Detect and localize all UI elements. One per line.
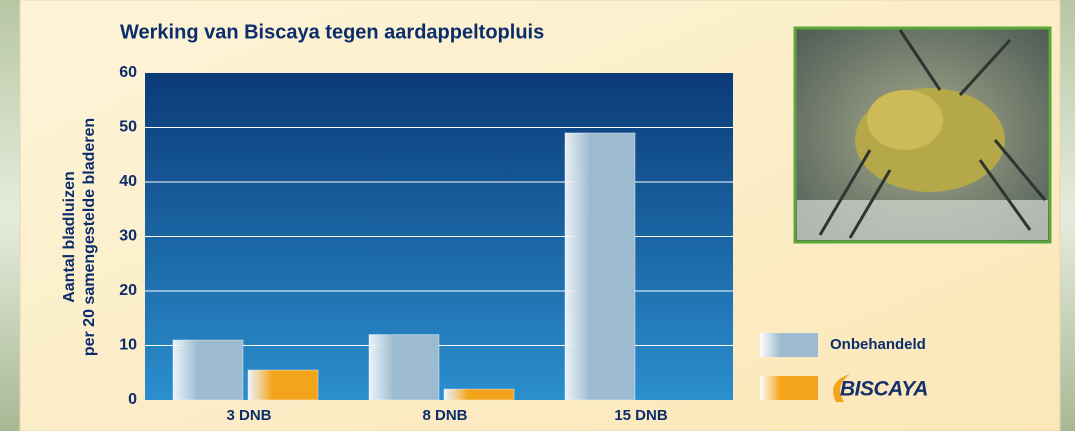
bar bbox=[565, 133, 635, 400]
y-tick-label: 10 bbox=[119, 337, 137, 354]
chart: Werking van Biscaya tegen aardappeltoplu… bbox=[0, 0, 1075, 431]
bar bbox=[248, 370, 318, 400]
x-tick-label: 3 DNB bbox=[226, 407, 271, 424]
x-tick-label: 8 DNB bbox=[422, 407, 467, 424]
bar bbox=[444, 389, 514, 400]
y-tick-label: 30 bbox=[119, 228, 137, 245]
y-axis-label: per 20 samengestelde bladeren bbox=[81, 118, 98, 356]
legend-swatch bbox=[760, 376, 818, 400]
legend-swatch bbox=[760, 333, 818, 357]
y-tick-label: 20 bbox=[119, 282, 137, 299]
y-axis-label: Aantal bladluizen bbox=[61, 171, 78, 303]
y-tick-label: 50 bbox=[119, 119, 137, 136]
photo bbox=[795, 28, 1050, 242]
legend-label: Onbehandeld bbox=[830, 336, 926, 353]
y-tick-label: 40 bbox=[119, 173, 137, 190]
x-tick-label: 15 DNB bbox=[614, 407, 668, 424]
bar bbox=[369, 335, 439, 400]
legend-label: BISCAYA bbox=[840, 378, 928, 401]
bar bbox=[173, 340, 243, 400]
y-tick-label: 60 bbox=[119, 64, 137, 81]
chart-title: Werking van Biscaya tegen aardappeltoplu… bbox=[120, 21, 544, 43]
y-tick-label: 0 bbox=[128, 391, 137, 408]
